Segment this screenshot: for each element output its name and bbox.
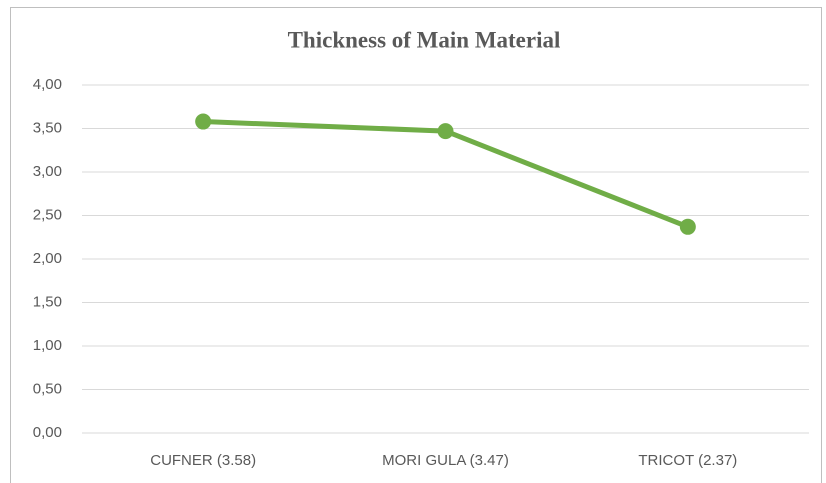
data-point bbox=[437, 123, 454, 140]
data-point bbox=[679, 218, 696, 235]
y-tick-label: 3,50 bbox=[33, 119, 62, 136]
x-tick-label: MORI GULA (3.47) bbox=[382, 452, 509, 469]
y-tick-label: 0,50 bbox=[33, 380, 62, 397]
data-point bbox=[195, 113, 212, 130]
y-tick-label: 2,50 bbox=[33, 206, 62, 223]
chart-title: Thickness of Main Material bbox=[288, 27, 561, 52]
chart-border bbox=[10, 7, 822, 483]
y-tick-label: 1,00 bbox=[33, 337, 62, 354]
y-tick-label: 4,00 bbox=[33, 76, 62, 93]
y-tick-label: 1,50 bbox=[33, 293, 62, 310]
x-tick-label: CUFNER (3.58) bbox=[150, 452, 256, 469]
y-tick-label: 0,00 bbox=[33, 424, 62, 441]
y-tick-label: 2,00 bbox=[33, 250, 62, 267]
x-tick-label: TRICOT (2.37) bbox=[638, 452, 737, 469]
y-tick-label: 3,00 bbox=[33, 163, 62, 180]
